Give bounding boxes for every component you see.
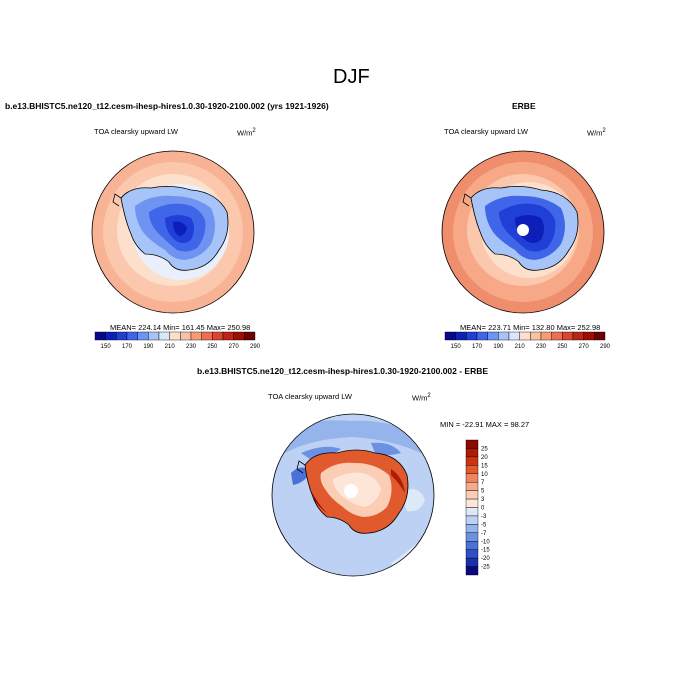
colorbar-tick-label: 15 <box>481 463 488 469</box>
colorbar-swatch <box>158 331 170 341</box>
diff-stats: MIN = -22.91 MAX = 98.27 <box>440 420 530 429</box>
colorbar-swatch <box>583 331 595 341</box>
diff-colorbar: 25 20 15 10 7 5 3 0 -3 -5 -7 -10 -15 -20 -25 <box>465 439 490 576</box>
colorbar-tick-label: -10 <box>481 539 490 545</box>
colorbar-tick-label: -25 <box>481 565 490 571</box>
colorbar-tick-label: 210 <box>165 344 176 350</box>
colorbar-swatch <box>465 481 479 491</box>
colorbar-tick-label: 190 <box>493 344 504 350</box>
colorbar-swatch <box>105 331 117 341</box>
model-colorbar: 150 170 190 210 230 250 270 290 <box>94 331 261 350</box>
colorbar-tick-label: 190 <box>143 344 154 350</box>
model-units-label: W/m2 <box>237 128 256 138</box>
colorbar-swatch <box>148 331 160 341</box>
colorbar-tick-label: -20 <box>481 556 490 562</box>
colorbar-tick-label: 170 <box>122 344 133 350</box>
colorbar-tick-label: 3 <box>481 497 485 503</box>
diff-map <box>271 413 435 577</box>
colorbar-swatch <box>465 465 479 474</box>
colorbar-tick-label: 7 <box>481 480 485 486</box>
colorbar-swatch <box>465 456 479 466</box>
colorbar-swatch <box>465 507 479 517</box>
colorbar-swatch <box>212 331 224 341</box>
colorbar-swatch <box>465 498 479 508</box>
colorbar-swatch <box>190 331 202 341</box>
diff-variable-label: TOA clearsky upward LW <box>268 392 352 401</box>
colorbar-swatch <box>233 331 245 341</box>
colorbar-swatch <box>498 331 510 341</box>
colorbar-swatch <box>540 331 552 341</box>
colorbar-swatch <box>94 331 106 341</box>
colorbar-tick-label: 290 <box>600 344 611 350</box>
obs-units-label: W/m2 <box>587 128 606 138</box>
colorbar-tick-label: -3 <box>481 514 487 520</box>
obs-colorbar: 150 170 190 210 230 250 270 290 <box>444 331 611 350</box>
colorbar-tick-label: 230 <box>536 344 547 350</box>
colorbar-tick-label: 150 <box>451 344 462 350</box>
colorbar-tick-label: 150 <box>101 344 112 350</box>
colorbar-swatch <box>201 331 213 341</box>
colorbar-tick-label: 170 <box>472 344 483 350</box>
model-stats: MEAN= 224.14 Min= 161.45 Max= 250.98 <box>110 323 251 332</box>
colorbar-tick-label: 290 <box>250 344 261 350</box>
colorbar-tick-label: 230 <box>186 344 197 350</box>
colorbar-tick-label: 250 <box>557 344 568 350</box>
colorbar-swatch <box>594 331 606 341</box>
colorbar-swatch <box>476 331 488 341</box>
colorbar-tick-label: 210 <box>515 344 526 350</box>
colorbar-swatch <box>465 473 479 483</box>
colorbar-swatch <box>562 331 574 341</box>
obs-panel-header: ERBE <box>512 101 536 111</box>
colorbar-swatch <box>137 331 149 341</box>
colorbar-swatch <box>244 331 256 341</box>
colorbar-swatch <box>487 331 499 341</box>
colorbar-tick-label: 10 <box>481 472 488 478</box>
model-map <box>91 150 255 314</box>
colorbar-tick-label: 25 <box>481 446 488 452</box>
colorbar-swatch <box>465 532 479 542</box>
colorbar-swatch <box>116 331 128 341</box>
colorbar-swatch <box>551 331 563 341</box>
obs-variable-label: TOA clearsky upward LW <box>444 127 528 136</box>
colorbar-swatch <box>465 439 479 449</box>
colorbar-swatch <box>126 331 138 341</box>
colorbar-swatch <box>530 331 542 341</box>
colorbar-tick-label: 20 <box>481 455 488 461</box>
colorbar-swatch <box>465 549 479 559</box>
colorbar-swatch <box>466 331 478 341</box>
colorbar-swatch <box>465 515 479 525</box>
colorbar-swatch <box>455 331 467 341</box>
obs-map <box>441 150 605 314</box>
colorbar-tick-label: 250 <box>207 344 218 350</box>
obs-stats: MEAN= 223.71 Min= 132.80 Max= 252.98 <box>460 323 601 332</box>
colorbar-swatch <box>465 490 479 500</box>
colorbar-swatch <box>465 541 479 550</box>
colorbar-swatch <box>465 524 479 534</box>
colorbar-tick-label: 0 <box>481 506 485 512</box>
colorbar-tick-label: -15 <box>481 548 490 554</box>
colorbar-swatch <box>572 331 584 341</box>
diff-units-label: W/m2 <box>412 393 431 403</box>
colorbar-swatch <box>465 566 479 576</box>
colorbar-swatch <box>519 331 531 341</box>
colorbar-tick-label: -5 <box>481 522 487 528</box>
colorbar-swatch <box>508 331 520 341</box>
colorbar-swatch <box>465 557 479 567</box>
model-panel-header: b.e13.BHISTC5.ne120_t12.cesm-ihesp-hires… <box>5 101 329 111</box>
colorbar-swatch <box>169 331 181 341</box>
colorbar-swatch <box>222 331 234 341</box>
colorbar-tick-label: 5 <box>481 489 485 495</box>
diff-panel-header: b.e13.BHISTC5.ne120_t12.cesm-ihesp-hires… <box>197 366 489 376</box>
colorbar-tick-label: 270 <box>579 344 590 350</box>
colorbar-swatch <box>180 331 192 341</box>
model-variable-label: TOA clearsky upward LW <box>94 127 178 136</box>
page-title: DJF <box>333 66 370 88</box>
colorbar-tick-label: -7 <box>481 531 487 537</box>
colorbar-tick-label: 270 <box>229 344 240 350</box>
colorbar-swatch <box>444 331 456 341</box>
colorbar-swatch <box>465 448 479 458</box>
